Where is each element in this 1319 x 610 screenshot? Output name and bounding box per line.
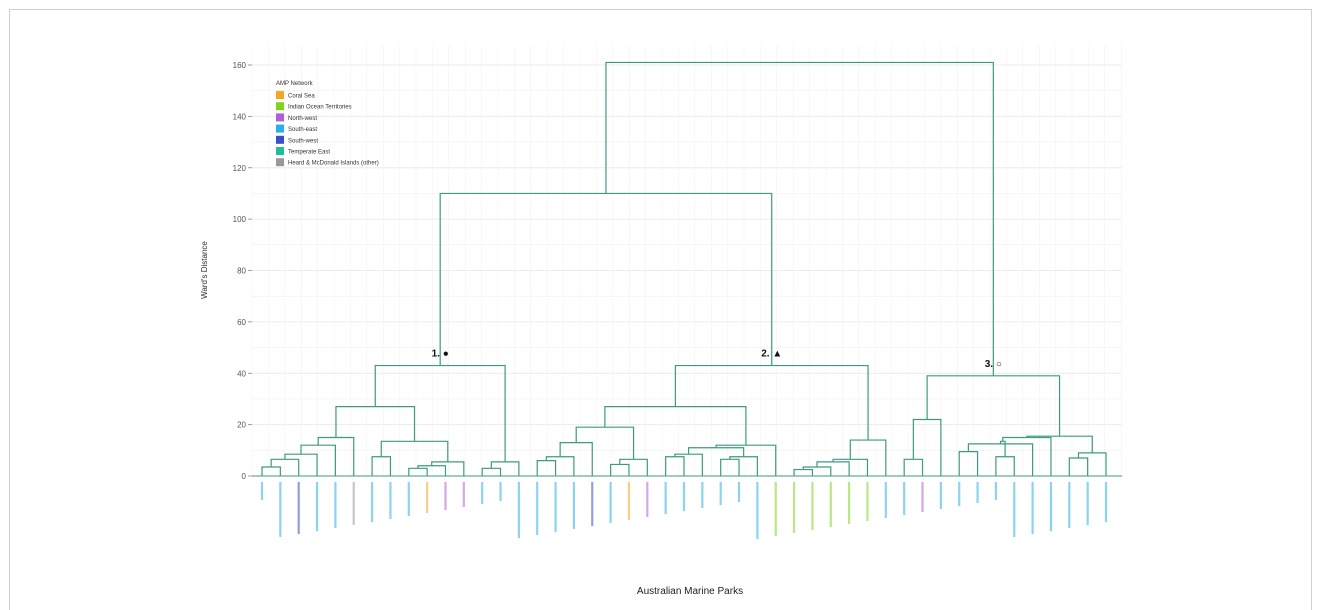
- dendrogram-link: [431, 461, 465, 476]
- y-tick-label: 80: [237, 267, 246, 276]
- dendrogram-link: [1002, 436, 1052, 476]
- dendrogram-link: [536, 459, 557, 476]
- y-tick-label: 0: [242, 472, 247, 481]
- cluster-label: 3. ○: [985, 359, 1002, 370]
- y-axis-label: Ward's Distance: [200, 241, 209, 299]
- dendrogram-link: [417, 465, 447, 476]
- legend-swatch: [276, 102, 284, 111]
- dendrogram-link: [674, 364, 869, 441]
- dendrogram-link: [439, 192, 773, 366]
- y-tick-label: 20: [237, 421, 246, 430]
- dendrogram-link: [1068, 457, 1089, 476]
- x-axis-label: Australian Marine Parks: [637, 586, 743, 597]
- dendrogram-link: [816, 461, 850, 476]
- dendrogram-link: [912, 418, 942, 476]
- dendrogram-link: [380, 440, 449, 462]
- legend-entry: South-west: [288, 138, 318, 144]
- dendrogram-link: [1077, 452, 1107, 476]
- dendrogram-link: [335, 406, 416, 442]
- legend-swatch: [276, 113, 284, 122]
- dendrogram-link: [605, 61, 994, 376]
- dendrogram-link: [374, 364, 506, 462]
- dendrogram-tree: [261, 61, 1107, 476]
- dendrogram-link: [610, 463, 630, 476]
- y-tick-label: 40: [237, 369, 246, 378]
- cluster-label: 2. ▲: [761, 349, 782, 360]
- dendrogram-link: [371, 456, 392, 476]
- dendrogram-link: [720, 458, 740, 476]
- y-tick-label: 140: [233, 112, 247, 121]
- cluster-labels: 1. ● 2. ▲ 3. ○: [432, 349, 1002, 370]
- legend-swatch: [276, 135, 284, 144]
- dendrogram-link: [575, 426, 635, 460]
- dendrogram-link: [317, 436, 355, 476]
- dendrogram-link: [849, 439, 887, 476]
- legend-entry: Indian Ocean Territories: [288, 105, 352, 111]
- dendrogram-link: [284, 453, 318, 476]
- legend: AMP Network Coral Sea Indian Ocean Territ…: [276, 81, 379, 167]
- dendrogram-link: [559, 442, 593, 476]
- legend-entry: Heard & McDonald Islands (other): [288, 161, 379, 167]
- y-axis: 0 20 40 60 80 100 120 140 160: [233, 61, 252, 481]
- dendrogram-link: [604, 406, 747, 446]
- legend-entry: Coral Sea: [288, 94, 315, 100]
- dendrogram-link: [999, 440, 1006, 457]
- dendrogram-link: [261, 466, 281, 476]
- dendrogram-link: [619, 458, 648, 476]
- dendrogram-link: [958, 450, 979, 476]
- dendrogram-link: [995, 456, 1015, 476]
- dendrogram-link: [687, 447, 745, 457]
- legend-title: AMP Network: [276, 81, 314, 87]
- dendrogram-link: [967, 443, 1034, 476]
- legend-swatch: [276, 158, 284, 167]
- legend-swatch: [276, 91, 284, 99]
- legend-swatch: [276, 147, 284, 155]
- dendrogram-link: [545, 456, 575, 476]
- legend-swatch: [276, 124, 284, 133]
- dendrogram-link: [674, 453, 703, 476]
- legend-entry: South-east: [288, 127, 317, 133]
- y-tick-label: 120: [233, 164, 247, 173]
- dendrogram-link: [903, 458, 924, 476]
- dendrogram-link: [408, 467, 428, 476]
- legend-entry: North-west: [288, 116, 317, 122]
- y-tick-label: 60: [237, 318, 246, 327]
- dendrogram-link: [802, 466, 832, 476]
- grid: [251, 45, 1122, 477]
- dendrogram-link: [490, 461, 520, 476]
- dendrogram-link: [665, 456, 685, 476]
- y-tick-label: 160: [233, 61, 247, 70]
- dendrogram-link: [300, 444, 336, 476]
- dendrogram-link: [715, 444, 777, 476]
- figure-frame: [9, 9, 1312, 610]
- leaf-labels: [260, 482, 1108, 539]
- legend-entry: Temperate East: [288, 150, 330, 156]
- cluster-label: 1. ●: [432, 349, 449, 360]
- dendrogram-link: [926, 375, 1061, 437]
- dendrogram-link: [481, 467, 502, 476]
- y-tick-label: 100: [233, 215, 247, 224]
